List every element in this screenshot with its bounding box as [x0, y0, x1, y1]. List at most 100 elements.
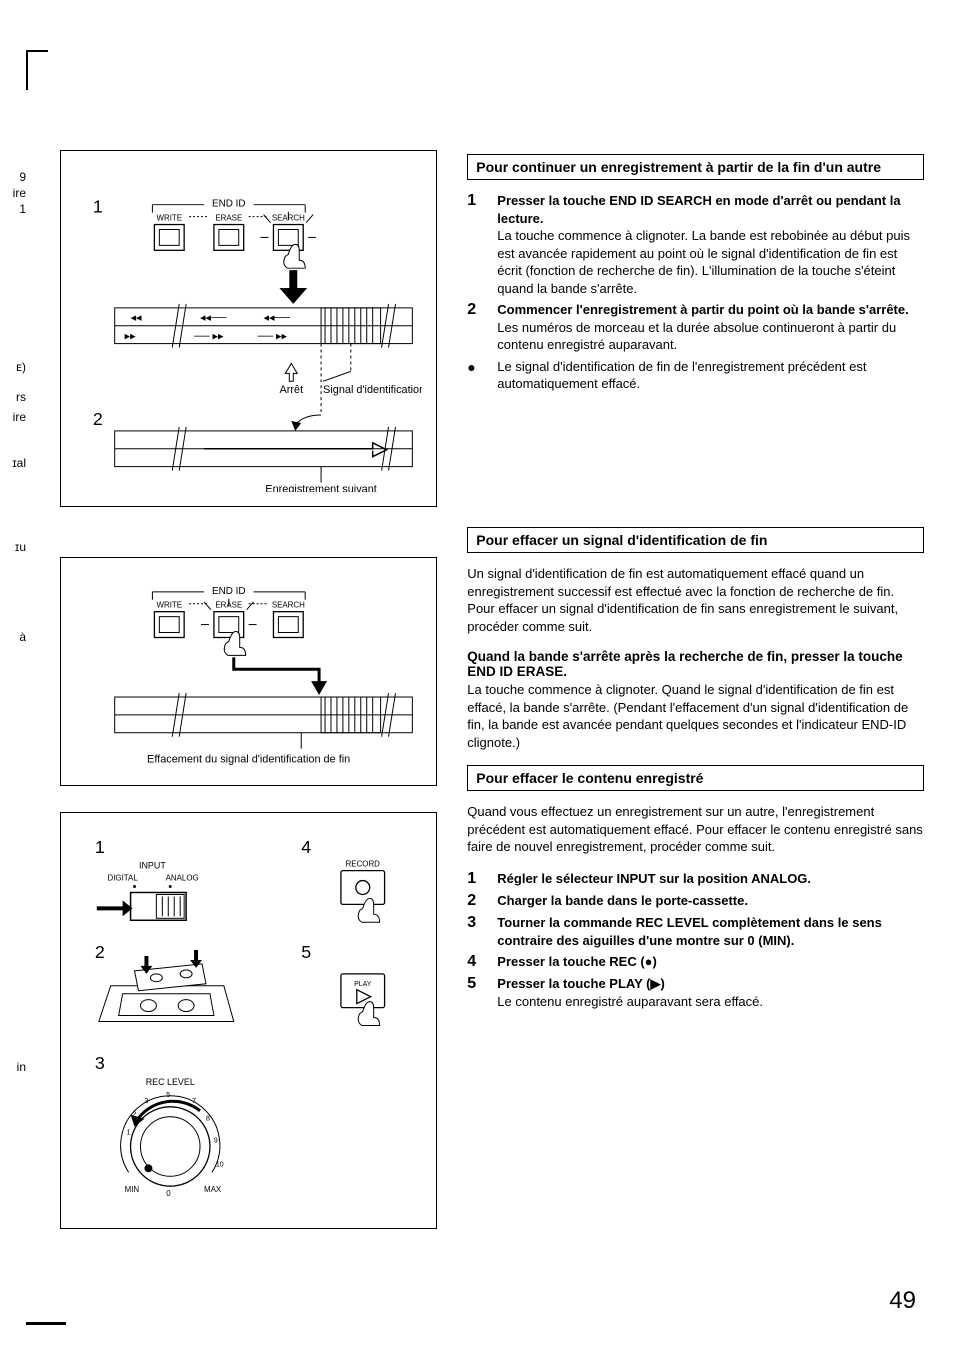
section-1-header: Pour continuer un enregistrement à parti…	[467, 154, 924, 180]
step-number: 2	[467, 892, 483, 910]
section-1-steps: 1 Presser la touche END ID SEARCH en mod…	[467, 192, 924, 393]
step-body: Charger la bande dans le porte-cassette.	[497, 892, 924, 910]
step-bold: Commencer l'enregistrement à partir du p…	[497, 302, 908, 317]
crop-mark-top	[26, 50, 48, 90]
step-text: La touche commence à clignoter. La bande…	[497, 228, 910, 296]
section-3-para: Quand vous effectuez un enregistrement s…	[467, 803, 924, 856]
svg-text:0: 0	[166, 1189, 171, 1198]
svg-text:Arrêt: Arrêt	[279, 384, 303, 396]
section-3-header: Pour effacer le contenu enregistré	[467, 765, 924, 791]
edge-fragment: ɪal	[0, 456, 26, 470]
left-column: 1 END ID WRITE ERASE SEARCH	[60, 150, 437, 1255]
edge-fragment: ire	[0, 410, 26, 424]
step-body: Presser la touche REC (●)	[497, 953, 924, 971]
section-2-subhead: Quand la bande s'arrête après la recherc…	[467, 649, 924, 679]
bullet-body: Le signal d'identification de fin de l'e…	[497, 358, 924, 393]
section-2-subbody: La touche commence à clignoter. Quand le…	[467, 681, 924, 751]
edge-fragment: à	[0, 630, 26, 644]
svg-text:WRITE: WRITE	[157, 214, 183, 223]
step-number: 1	[467, 870, 483, 888]
svg-text:WRITE: WRITE	[157, 601, 183, 610]
step-bold: Presser la touche END ID SEARCH en mode …	[497, 193, 900, 226]
tape-diagram-2	[115, 415, 413, 482]
step-body: Commencer l'enregistrement à partir du p…	[497, 301, 924, 354]
diagram-3: 1 INPUT DIGITAL ANALOG 4 RECORD	[60, 812, 437, 1229]
edge-fragment: in	[0, 1060, 26, 1074]
diagram-1-svg: 1 END ID WRITE ERASE SEARCH	[75, 165, 422, 492]
svg-text:── ▸▸: ── ▸▸	[257, 331, 288, 343]
page-number: 49	[889, 1287, 916, 1315]
diagram-3-svg: 1 INPUT DIGITAL ANALOG 4 RECORD	[75, 827, 422, 1214]
edge-fragment: rs	[0, 390, 26, 404]
svg-text:7: 7	[192, 1098, 196, 1105]
section-3-steps: 1 Régler le sélecteur INPUT sur la posit…	[467, 870, 924, 1010]
edge-fragment: ire	[0, 186, 26, 200]
svg-text:END ID: END ID	[212, 199, 246, 210]
step-body: Presser la touche END ID SEARCH en mode …	[497, 192, 924, 297]
svg-text:SEARCH: SEARCH	[272, 601, 305, 610]
svg-text:ERASE: ERASE	[215, 214, 242, 223]
svg-text:▸▸: ▸▸	[125, 331, 136, 343]
cassette-deck-icon	[99, 950, 234, 1021]
svg-text:MIN: MIN	[125, 1185, 140, 1194]
write-button-icon	[154, 225, 184, 251]
svg-text:RECORD: RECORD	[346, 860, 381, 869]
step-bold: Presser la touche REC (●)	[497, 954, 657, 969]
svg-text:MAX: MAX	[204, 1185, 222, 1194]
svg-text:Enregistrement suivant: Enregistrement suivant	[265, 483, 377, 492]
svg-text:9: 9	[214, 1137, 218, 1144]
svg-text:8: 8	[206, 1116, 210, 1123]
step-1-marker: 1	[93, 197, 103, 217]
svg-text:2: 2	[95, 942, 105, 962]
step-bold: Presser la touche PLAY (▶)	[497, 976, 665, 991]
crop-mark-bottom	[26, 1322, 66, 1325]
edge-fragment: ᴇ)	[0, 360, 26, 374]
svg-text:INPUT: INPUT	[139, 861, 166, 871]
step-text: Le contenu enregistré auparavant sera ef…	[497, 994, 763, 1009]
svg-text:Effacement du signal d'identif: Effacement du signal d'identification de…	[147, 754, 350, 766]
step-number: 3	[467, 914, 483, 949]
edge-fragment: ɪu	[0, 540, 26, 554]
step-body: Tourner la commande REC LEVEL complèteme…	[497, 914, 924, 949]
svg-text:END ID: END ID	[212, 586, 246, 597]
svg-text:5: 5	[166, 1092, 170, 1099]
step-bold: Régler le sélecteur INPUT sur la positio…	[497, 871, 811, 886]
edge-fragment: 1	[0, 202, 26, 216]
svg-text:4: 4	[301, 837, 311, 857]
step-bold: Tourner la commande REC LEVEL complèteme…	[497, 915, 882, 948]
step-number: 1	[467, 192, 483, 297]
edge-fragment: 9	[0, 170, 26, 184]
section-2-header: Pour effacer un signal d'identification …	[467, 527, 924, 553]
svg-text:PLAY: PLAY	[354, 981, 372, 988]
svg-text:3: 3	[144, 1098, 148, 1105]
bullet-marker: ●	[467, 358, 483, 393]
svg-text:1: 1	[127, 1129, 131, 1136]
step-2-marker: 2	[93, 409, 103, 429]
svg-text:10: 10	[216, 1161, 224, 1168]
erase-button-icon	[214, 225, 244, 251]
document-page: 9 ire 1 ᴇ) rs ire ɪal ɪu à in 1 END ID	[0, 0, 954, 1351]
svg-text:◂◂──: ◂◂──	[200, 312, 227, 324]
diagram-1: 1 END ID WRITE ERASE SEARCH	[60, 150, 437, 507]
svg-text:ANALOG: ANALOG	[166, 873, 199, 882]
svg-text:◂◂: ◂◂	[131, 312, 142, 324]
step-body: Presser la touche PLAY (▶) Le contenu en…	[497, 975, 924, 1010]
right-column: Pour continuer un enregistrement à parti…	[467, 150, 924, 1255]
diagram-2-svg: END ID WRITE ERASE SEARCH	[75, 572, 422, 770]
step-text: Les numéros de morceau et la durée absol…	[497, 320, 896, 353]
step-body: Régler le sélecteur INPUT sur la positio…	[497, 870, 924, 888]
step-number: 2	[467, 301, 483, 354]
tape-diagram-3	[115, 693, 413, 749]
write-button-icon	[154, 612, 184, 638]
svg-text:3: 3	[95, 1053, 105, 1073]
step-number: 5	[467, 975, 483, 1010]
svg-text:REC LEVEL: REC LEVEL	[146, 1077, 195, 1087]
svg-text:Signal d'identification de fin: Signal d'identification de fin	[323, 384, 422, 396]
svg-text:DIGITAL: DIGITAL	[108, 873, 139, 882]
svg-text:── ▸▸: ── ▸▸	[193, 331, 224, 343]
step-bold: Charger la bande dans le porte-cassette.	[497, 893, 748, 908]
svg-text:5: 5	[301, 942, 311, 962]
search-button-icon	[273, 612, 303, 638]
step-number: 4	[467, 953, 483, 971]
svg-text:◂◂──: ◂◂──	[264, 312, 291, 324]
